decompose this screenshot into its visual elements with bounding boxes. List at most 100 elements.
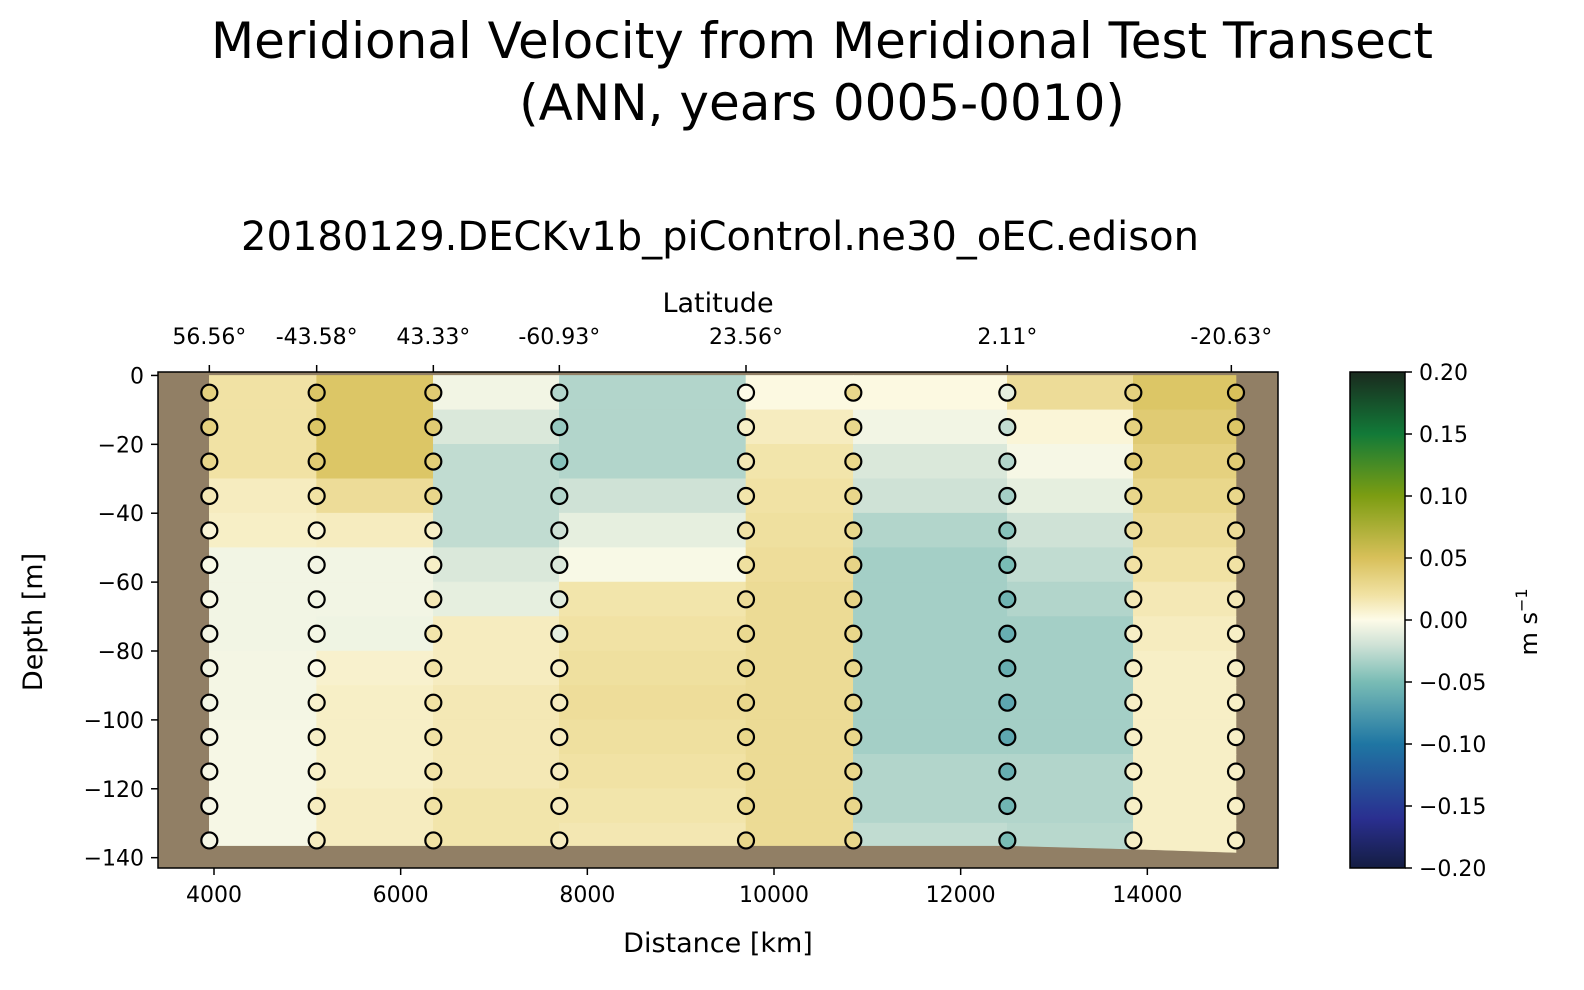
station-point <box>844 728 863 747</box>
station-point <box>998 452 1017 471</box>
velocity-cell <box>316 512 434 548</box>
velocity-cell <box>433 754 560 790</box>
station-point <box>200 555 219 574</box>
station-point <box>200 693 219 712</box>
velocity-cell <box>1133 375 1237 411</box>
station-point <box>998 659 1017 678</box>
velocity-cell <box>745 547 854 583</box>
station-point <box>424 693 443 712</box>
station-point <box>200 762 219 781</box>
velocity-cell <box>559 788 747 824</box>
colorbar-tick-label: 0.00 <box>1419 609 1468 634</box>
station-point <box>1124 418 1143 437</box>
velocity-cell <box>559 754 747 790</box>
velocity-cell <box>559 444 747 480</box>
station-point <box>307 486 326 506</box>
velocity-cell <box>1133 719 1237 755</box>
chart-subtitle: 20180129.DECKv1b_piControl.ne30_oEC.edis… <box>241 214 1199 260</box>
velocity-cell <box>559 375 747 411</box>
station-point <box>998 728 1017 747</box>
velocity-cell <box>209 547 317 583</box>
station-point <box>200 418 219 437</box>
velocity-cell <box>559 547 747 583</box>
station-point <box>998 521 1017 540</box>
station-point <box>200 521 219 540</box>
velocity-cell <box>745 375 854 411</box>
velocity-cell <box>745 444 854 480</box>
station-point <box>1124 452 1143 471</box>
velocity-cell <box>853 547 1008 583</box>
velocity-cell <box>433 788 560 824</box>
station-point <box>1226 418 1246 437</box>
colorbar-tick-label: −0.15 <box>1419 795 1486 820</box>
station-point <box>424 486 443 506</box>
velocity-cell <box>745 581 854 617</box>
velocity-cell <box>1133 754 1237 790</box>
station-point <box>550 486 569 506</box>
station-point <box>1226 762 1246 781</box>
station-point <box>550 693 569 712</box>
velocity-cell <box>316 375 434 411</box>
station-point <box>424 728 443 747</box>
velocity-cell <box>209 375 317 411</box>
velocity-cell <box>853 478 1008 514</box>
station-point <box>550 624 569 643</box>
latitude-tick-label: 56.56° <box>172 325 246 350</box>
station-point <box>844 659 863 678</box>
velocity-cell <box>209 719 317 755</box>
station-point <box>998 383 1017 402</box>
velocity-cell <box>853 444 1008 480</box>
station-point <box>307 624 326 643</box>
station-point <box>736 521 756 540</box>
station-point <box>844 383 863 402</box>
station-point <box>736 796 756 816</box>
y-tick-label: −80 <box>98 640 144 665</box>
velocity-cell <box>853 581 1008 617</box>
velocity-cell <box>316 444 434 480</box>
velocity-cell <box>559 822 747 846</box>
velocity-cell <box>853 822 1008 846</box>
velocity-cell <box>1007 754 1134 790</box>
station-point <box>1124 762 1143 781</box>
velocity-cell <box>1133 478 1237 514</box>
station-point <box>844 486 863 506</box>
velocity-cell <box>433 409 560 445</box>
station-point <box>200 590 219 609</box>
latitude-axis-label: Latitude <box>662 288 773 319</box>
y-tick-label: 0 <box>130 364 144 389</box>
station-point <box>1226 659 1246 678</box>
velocity-cell <box>745 650 854 686</box>
station-point <box>998 762 1017 781</box>
velocity-cell <box>853 650 1008 686</box>
station-point <box>1226 590 1246 609</box>
velocity-cell <box>559 512 747 548</box>
station-point <box>736 555 756 574</box>
x-tick-label: 14000 <box>1112 883 1182 908</box>
velocity-cell <box>209 822 317 846</box>
station-point <box>736 590 756 609</box>
velocity-cell <box>316 719 434 755</box>
velocity-cell <box>559 409 747 445</box>
station-point <box>1124 590 1143 609</box>
station-point <box>998 831 1017 850</box>
station-point <box>1226 555 1246 574</box>
station-point <box>550 831 569 850</box>
velocity-cell <box>1007 375 1134 411</box>
station-point <box>307 383 326 402</box>
station-point <box>844 762 863 781</box>
station-point <box>307 693 326 712</box>
station-point <box>550 762 569 781</box>
velocity-cell <box>316 547 434 583</box>
station-point <box>550 418 569 437</box>
y-tick-label: −100 <box>84 709 144 734</box>
velocity-cell <box>1007 616 1134 652</box>
station-point <box>424 659 443 678</box>
y-tick-label: −20 <box>98 433 144 458</box>
station-point <box>1124 486 1143 506</box>
x-tick-label: 8000 <box>559 883 615 908</box>
station-point <box>844 418 863 437</box>
station-point <box>1124 831 1143 850</box>
velocity-cell <box>853 616 1008 652</box>
station-point <box>844 831 863 850</box>
